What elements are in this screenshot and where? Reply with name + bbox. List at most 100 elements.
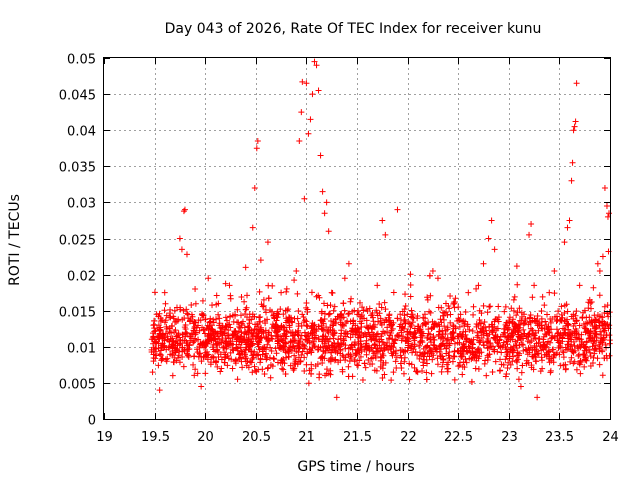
data-point bbox=[469, 348, 476, 355]
data-point bbox=[525, 321, 532, 328]
data-point bbox=[568, 313, 575, 320]
data-point bbox=[196, 327, 203, 334]
data-point bbox=[341, 275, 348, 282]
data-point bbox=[485, 235, 492, 242]
data-point bbox=[565, 326, 572, 333]
data-point bbox=[572, 118, 579, 125]
data-point bbox=[242, 355, 249, 362]
data-point bbox=[277, 333, 284, 340]
data-point bbox=[390, 340, 397, 347]
data-point bbox=[225, 355, 232, 362]
data-point bbox=[325, 311, 332, 318]
data-point bbox=[322, 343, 329, 350]
x-tick-label: 22.5 bbox=[444, 430, 473, 445]
data-point bbox=[288, 318, 295, 325]
data-point bbox=[339, 322, 346, 329]
data-point bbox=[339, 352, 346, 359]
data-point bbox=[561, 310, 568, 317]
data-point bbox=[495, 318, 502, 325]
data-point bbox=[283, 354, 290, 361]
data-point bbox=[342, 345, 349, 352]
data-point bbox=[522, 346, 529, 353]
data-point bbox=[590, 284, 597, 291]
data-point bbox=[251, 348, 258, 355]
data-point bbox=[362, 364, 369, 371]
data-point bbox=[331, 303, 338, 310]
data-point bbox=[360, 307, 367, 314]
data-point bbox=[514, 356, 521, 363]
data-point bbox=[583, 357, 590, 364]
data-point bbox=[377, 315, 384, 322]
data-point bbox=[514, 359, 521, 366]
data-point bbox=[158, 352, 165, 359]
data-point bbox=[509, 346, 516, 353]
data-point bbox=[170, 315, 177, 322]
data-point bbox=[161, 289, 168, 296]
data-point bbox=[555, 337, 562, 344]
data-point bbox=[190, 361, 197, 368]
data-point bbox=[163, 346, 170, 353]
data-point bbox=[267, 344, 274, 351]
data-point bbox=[491, 246, 498, 253]
data-point bbox=[177, 336, 184, 343]
data-point bbox=[556, 343, 563, 350]
data-point bbox=[514, 337, 521, 344]
data-point bbox=[238, 339, 245, 346]
data-point bbox=[486, 323, 493, 330]
data-point bbox=[474, 346, 481, 353]
data-point bbox=[321, 210, 328, 217]
data-point bbox=[502, 333, 509, 340]
data-point bbox=[515, 352, 522, 359]
data-point bbox=[447, 311, 454, 318]
data-point bbox=[311, 58, 318, 65]
data-point bbox=[596, 267, 603, 274]
data-point bbox=[300, 314, 307, 321]
data-point bbox=[333, 394, 340, 401]
data-point bbox=[407, 323, 414, 330]
data-point bbox=[268, 347, 275, 354]
data-point bbox=[167, 336, 174, 343]
data-point bbox=[445, 336, 452, 343]
data-point bbox=[170, 358, 177, 365]
data-point bbox=[478, 334, 485, 341]
data-point bbox=[358, 348, 365, 355]
data-point bbox=[510, 307, 517, 314]
x-tick-label: 19.5 bbox=[141, 430, 170, 445]
data-point bbox=[273, 317, 280, 324]
data-point bbox=[532, 318, 539, 325]
data-point bbox=[327, 302, 334, 309]
data-point bbox=[389, 352, 396, 359]
data-point bbox=[262, 350, 269, 357]
data-point bbox=[263, 334, 270, 341]
data-point bbox=[349, 346, 356, 353]
data-point bbox=[303, 361, 310, 368]
data-point bbox=[513, 263, 520, 270]
data-point bbox=[596, 345, 603, 352]
data-point bbox=[388, 377, 395, 384]
data-point bbox=[459, 363, 466, 370]
data-point bbox=[262, 306, 269, 313]
y-tick-label: 0.005 bbox=[59, 378, 96, 393]
data-point bbox=[195, 322, 202, 329]
data-point bbox=[330, 332, 337, 339]
data-point bbox=[155, 322, 162, 329]
data-point bbox=[437, 316, 444, 323]
data-point bbox=[503, 338, 510, 345]
data-point bbox=[169, 372, 176, 379]
data-point bbox=[538, 354, 545, 361]
data-point bbox=[516, 305, 523, 312]
x-tick-label: 22 bbox=[400, 430, 417, 445]
data-point bbox=[373, 336, 380, 343]
data-point bbox=[184, 310, 191, 317]
data-point bbox=[242, 306, 249, 313]
data-point bbox=[573, 317, 580, 324]
data-point bbox=[182, 326, 189, 333]
data-point bbox=[397, 352, 404, 359]
data-point bbox=[243, 331, 250, 338]
data-point bbox=[284, 317, 291, 324]
data-point bbox=[192, 319, 199, 326]
data-point bbox=[411, 334, 418, 341]
data-point bbox=[338, 310, 345, 317]
data-point bbox=[238, 329, 245, 336]
data-point bbox=[349, 318, 356, 325]
